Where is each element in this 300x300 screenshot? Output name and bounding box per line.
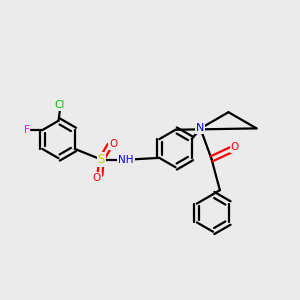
Text: Cl: Cl [55,100,65,110]
Text: F: F [24,125,30,135]
Text: NH: NH [118,154,134,165]
Text: S: S [98,153,105,166]
Text: N: N [196,123,205,134]
Text: O: O [93,172,101,183]
Text: O: O [109,139,118,149]
Text: O: O [231,142,239,152]
